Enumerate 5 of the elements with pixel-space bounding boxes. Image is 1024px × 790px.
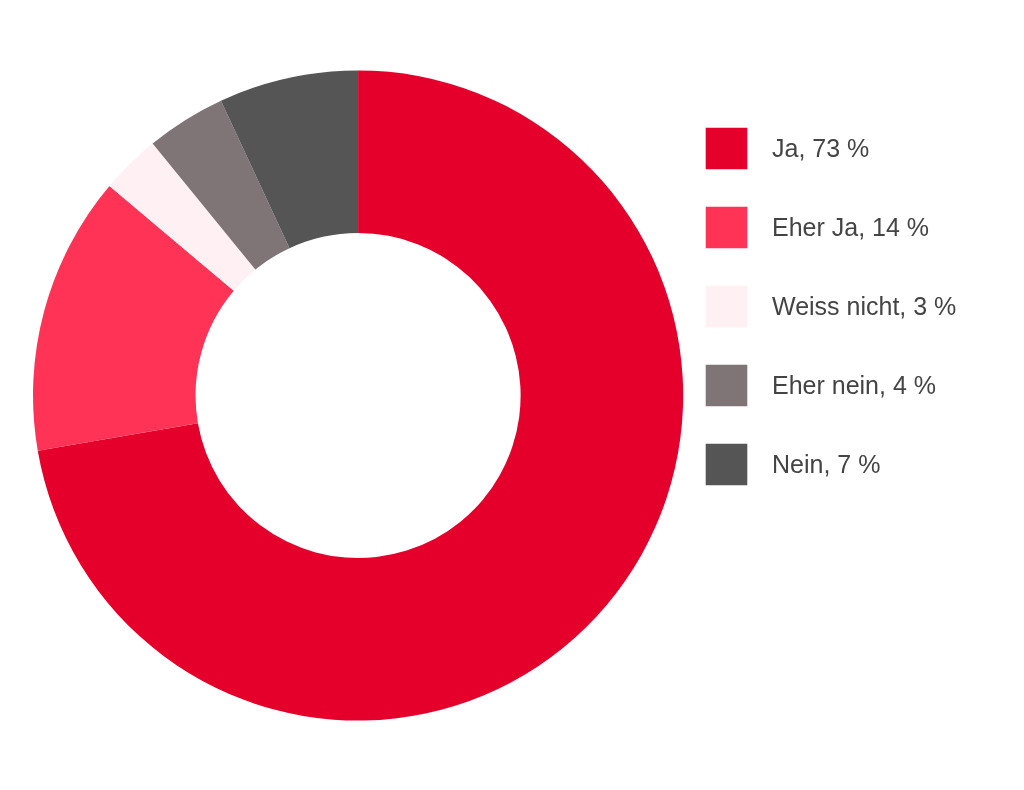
legend-label: Weiss nicht, 3 % [772,290,957,322]
legend-label: Eher Ja, 14 % [772,211,930,243]
legend-label: Ja, 73 % [772,132,870,164]
legend-label: Nein, 7 % [772,448,881,480]
legend-label: Eher nein, 4 % [772,369,936,401]
